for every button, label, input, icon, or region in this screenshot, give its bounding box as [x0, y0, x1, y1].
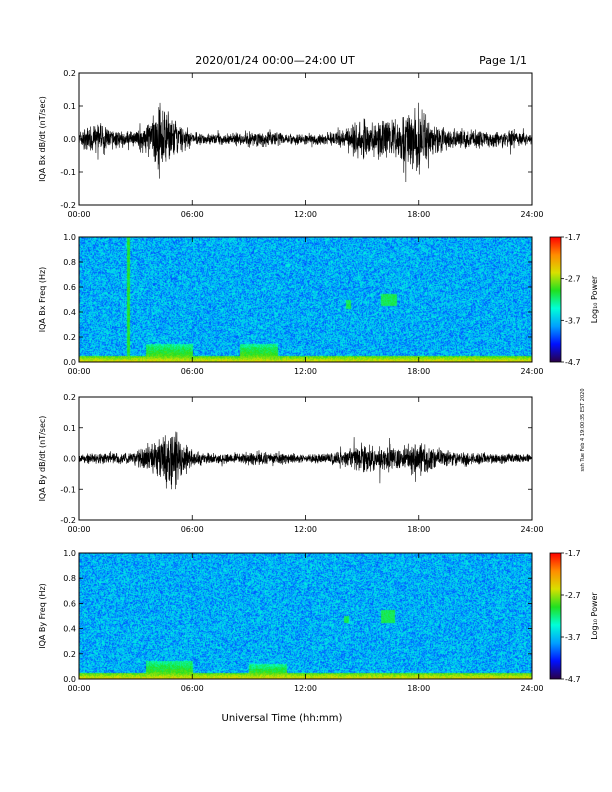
x-tick-label: 12:00	[294, 367, 317, 376]
colorbar-tick-label: -1.7	[565, 549, 581, 558]
colorbar-label: Log₁₀ Power	[590, 592, 599, 640]
x-tick-label: 18:00	[407, 525, 430, 534]
y-tick-label: -0.2	[60, 201, 76, 210]
y-axis-label: IQA By Freq (Hz)	[38, 583, 47, 649]
y-tick-label: 0.1	[63, 424, 76, 433]
x-tick-label: 00:00	[67, 684, 90, 693]
dbdt-trace	[78, 431, 533, 490]
x-tick-label: 24:00	[520, 367, 543, 376]
colorbar-tick-label: -3.7	[565, 316, 581, 325]
dbdt-trace	[78, 102, 533, 183]
y-tick-label: 0.8	[63, 258, 76, 267]
colorbar-tick-label: -2.7	[565, 275, 581, 284]
colorbar-tick-label: -4.7	[565, 358, 581, 367]
y-tick-label: 0.4	[63, 625, 76, 634]
y-tick-label: 0.0	[63, 455, 76, 464]
y-tick-label: 0.2	[63, 333, 76, 342]
colorbar-tick-label: -2.7	[565, 591, 581, 600]
y-tick-label: 1.0	[63, 549, 76, 558]
page-number: Page 1/1	[479, 54, 527, 67]
y-tick-label: 0.0	[63, 675, 76, 684]
x-tick-label: 00:00	[67, 367, 90, 376]
y-tick-label: 0.0	[63, 135, 76, 144]
y-tick-label: 0.2	[63, 650, 76, 659]
colorbar-label: Log₁₀ Power	[590, 275, 599, 323]
x-tick-label: 06:00	[181, 525, 204, 534]
y-axis-label: IQA Bx Freq (Hz)	[38, 267, 47, 333]
panels: -0.2 -0.1 0.0 0.1 0.2 00:00 06:00 12:00 18:00 24:…	[38, 69, 599, 693]
y-tick-label: -0.1	[60, 485, 76, 494]
x-tick-label: 06:00	[181, 367, 204, 376]
y-tick-label: 0.2	[63, 393, 76, 402]
panel-3: -0.2 -0.1 0.0 0.1 0.2 00:00 06:00 12:00 18:00 24:…	[38, 393, 544, 534]
spectrogram-image	[79, 237, 532, 362]
y-tick-label: 1.0	[63, 233, 76, 242]
x-tick-label: 06:00	[181, 210, 204, 219]
panel-1: -0.2 -0.1 0.0 0.1 0.2 00:00 06:00 12:00 18:00 24:…	[38, 69, 544, 219]
spectrogram-image	[79, 553, 532, 679]
panel-2: -1.7 -2.7 -3.7 -4.7 Log₁₀ Power 0.0 0.2 0.4 0.6 0…	[38, 233, 599, 376]
x-tick-label: 18:00	[407, 684, 430, 693]
colorbar	[549, 236, 562, 363]
y-tick-label: 0.8	[63, 574, 76, 583]
x-tick-label: 24:00	[520, 525, 543, 534]
x-tick-label: 24:00	[520, 684, 543, 693]
y-tick-label: 0.4	[63, 308, 76, 317]
y-axis-label: IQA Bx dB/dt (nT/sec)	[38, 96, 47, 182]
colorbar-tick-label: -1.7	[565, 233, 581, 242]
x-tick-label: 18:00	[407, 367, 430, 376]
y-axis-label: IQA By dB/dt (nT/sec)	[38, 416, 47, 502]
x-tick-label: 12:00	[294, 210, 317, 219]
y-tick-label: 0.6	[63, 599, 76, 608]
x-tick-label: 12:00	[294, 525, 317, 534]
y-tick-label: 0.0	[63, 358, 76, 367]
x-axis-label: Universal Time (hh:mm)	[222, 713, 343, 724]
y-tick-label: 0.2	[63, 69, 76, 78]
side-stamp: ssh Tue Feb 4 19:00:35 EST 2020	[580, 388, 586, 471]
x-tick-label: 18:00	[407, 210, 430, 219]
colorbar	[549, 552, 562, 680]
y-tick-label: 0.1	[63, 102, 76, 111]
y-tick-label: 0.6	[63, 283, 76, 292]
y-tick-label: -0.1	[60, 168, 76, 177]
page-title: 2020/01/24 00:00—24:00 UT	[195, 54, 355, 67]
x-tick-label: 00:00	[67, 525, 90, 534]
colorbar-tick-label: -3.7	[565, 633, 581, 642]
x-tick-label: 12:00	[294, 684, 317, 693]
x-tick-label: 24:00	[520, 210, 543, 219]
colorbar-tick-label: -4.7	[565, 675, 581, 684]
panel-4: -1.7 -2.7 -3.7 -4.7 Log₁₀ Power 0.0 0.2 0.4 0.6 0…	[38, 549, 599, 693]
x-tick-label: 00:00	[67, 210, 90, 219]
x-tick-label: 06:00	[181, 684, 204, 693]
y-tick-label: -0.2	[60, 516, 76, 525]
